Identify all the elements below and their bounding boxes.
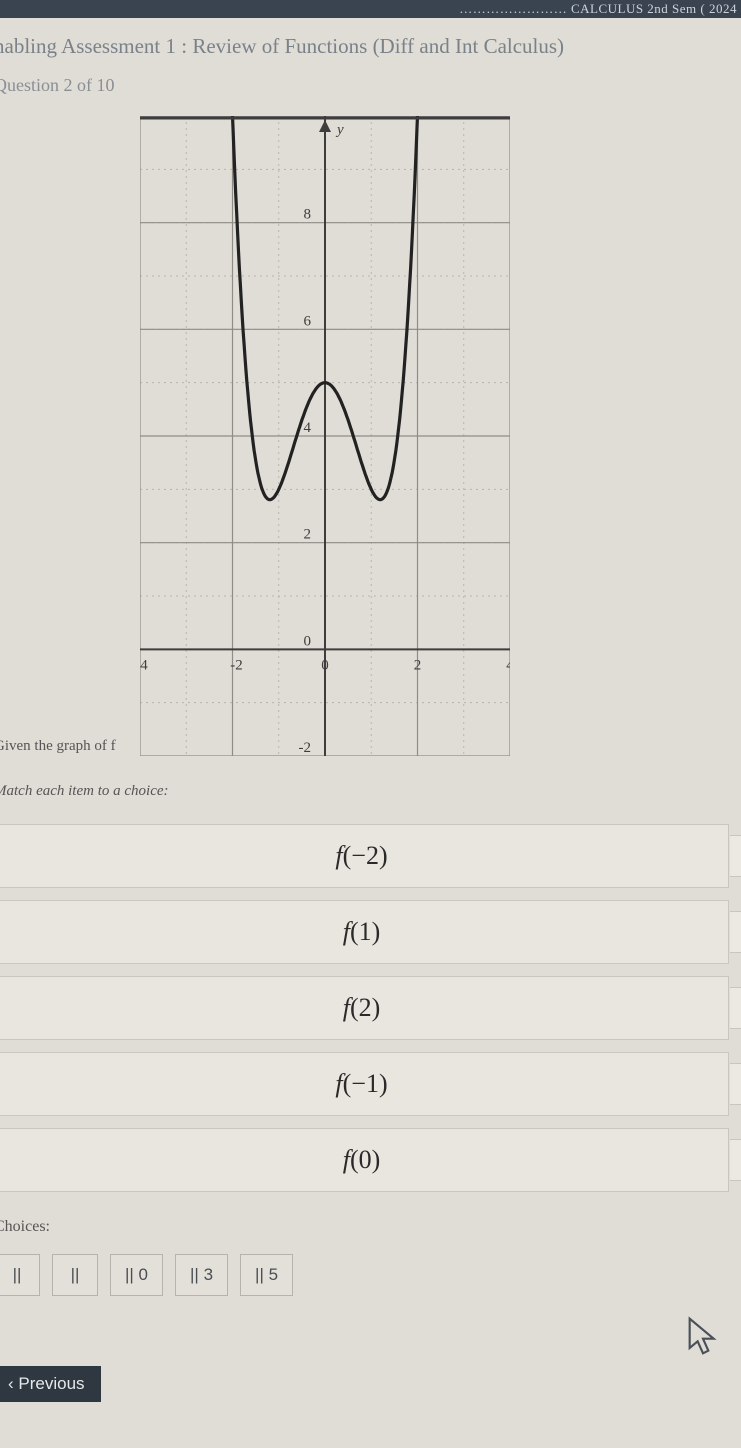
svg-text:8: 8 xyxy=(304,207,312,223)
cursor-icon xyxy=(687,1316,719,1356)
match-items-list: f(−2) f(1) f(2) f(−1) f(0) xyxy=(0,824,741,1192)
drop-slot[interactable] xyxy=(730,1139,741,1181)
svg-text:y: y xyxy=(335,122,344,138)
match-item-label: f(−2) xyxy=(335,841,387,871)
svg-text:4: 4 xyxy=(506,657,510,673)
drop-slot[interactable] xyxy=(730,835,741,877)
choice-chip[interactable]: || 3 xyxy=(175,1254,228,1296)
choice-chip[interactable]: || xyxy=(0,1254,40,1296)
previous-button[interactable]: ‹ Previous xyxy=(0,1366,101,1402)
match-item-label: f(1) xyxy=(343,917,381,947)
svg-text:6: 6 xyxy=(304,313,312,329)
chart-svg: y -2 0 2 4 6 8 4 -2 0 2 4 xyxy=(140,116,510,756)
svg-text:2: 2 xyxy=(414,657,422,673)
svg-text:0: 0 xyxy=(321,657,329,673)
svg-text:0: 0 xyxy=(304,633,312,649)
breadcrumb[interactable]: nabling Assessment 1 : Review of Functio… xyxy=(0,18,741,65)
choice-chip[interactable]: || 0 xyxy=(110,1254,163,1296)
course-topbar: …………………… CALCULUS 2nd Sem ( 2024 xyxy=(0,0,741,18)
svg-text:-2: -2 xyxy=(299,740,312,756)
choice-chip[interactable]: || xyxy=(52,1254,98,1296)
match-instruction: Match each item to a choice: xyxy=(0,783,741,800)
choices-row: || || || 0 || 3 || 5 xyxy=(0,1254,741,1296)
svg-text:2: 2 xyxy=(304,527,312,543)
choices-label: Choices: xyxy=(0,1218,741,1236)
question-counter: Question 2 of 10 xyxy=(0,75,741,96)
match-item[interactable]: f(2) xyxy=(0,976,729,1040)
topbar-text: …………………… CALCULUS 2nd Sem ( 2024 xyxy=(459,1,737,16)
match-item[interactable]: f(1) xyxy=(0,900,729,964)
drop-slot[interactable] xyxy=(730,987,741,1029)
svg-text:4: 4 xyxy=(140,657,148,673)
match-item-label: f(−1) xyxy=(335,1069,387,1099)
match-item[interactable]: f(0) xyxy=(0,1128,729,1192)
drop-slot[interactable] xyxy=(730,1063,741,1105)
function-graph: y -2 0 2 4 6 8 4 -2 0 2 4 xyxy=(140,116,510,756)
match-item[interactable]: f(−2) xyxy=(0,824,729,888)
svg-text:4: 4 xyxy=(304,420,312,436)
drop-slot[interactable] xyxy=(730,911,741,953)
svg-text:-2: -2 xyxy=(230,657,243,673)
match-item-label: f(0) xyxy=(343,1145,381,1175)
match-item[interactable]: f(−1) xyxy=(0,1052,729,1116)
choice-chip[interactable]: || 5 xyxy=(240,1254,293,1296)
match-item-label: f(2) xyxy=(343,993,381,1023)
